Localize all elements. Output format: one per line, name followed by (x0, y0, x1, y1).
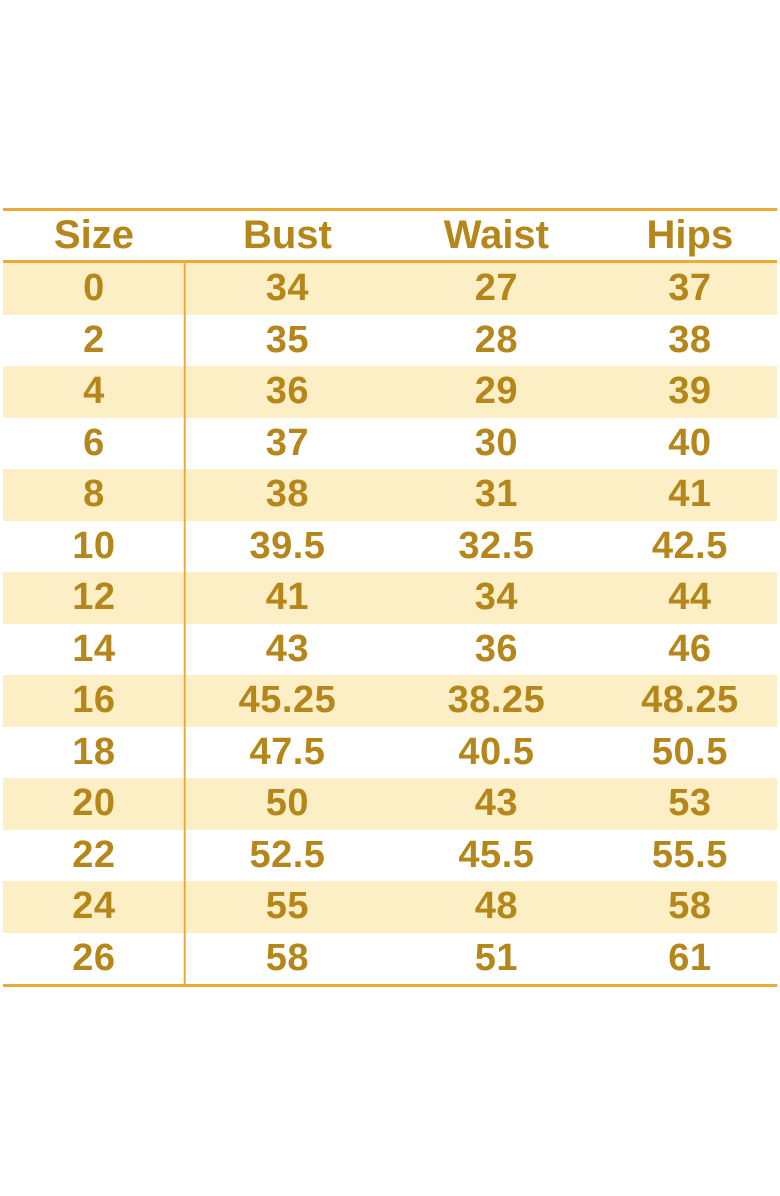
table-row: 12 41 34 44 (3, 572, 777, 624)
table-cell-hips: 53 (668, 782, 712, 825)
table-row: 0 34 27 37 (3, 263, 777, 315)
table-cell-size: 4 (83, 370, 105, 413)
table-cell-waist: 45.5 (458, 833, 535, 876)
table-cell-hips: 42.5 (651, 524, 728, 567)
table-cell-size: 2 (83, 318, 105, 361)
table-cell-bust: 34 (265, 267, 310, 310)
table-cell-waist: 31 (474, 473, 519, 516)
column-header-hips: Hips (646, 213, 734, 257)
table-cell-waist: 38.25 (447, 679, 546, 722)
table-cell-waist: 36 (474, 627, 519, 670)
table-cell-size: 14 (72, 627, 116, 670)
table-cell-size: 24 (72, 885, 116, 928)
table-row: 26 58 51 61 (3, 932, 777, 984)
table-cell-size: 12 (72, 576, 116, 619)
table-cell-hips: 39 (668, 370, 712, 413)
table-cell-bust: 35 (265, 318, 310, 361)
table-cell-bust: 37 (265, 421, 310, 464)
table-cell-hips: 61 (668, 936, 712, 979)
table-cell-hips: 48.25 (641, 679, 739, 722)
table-cell-waist: 32.5 (458, 524, 535, 567)
table-cell-hips: 38 (668, 318, 712, 361)
table-body: 0 34 27 37 2 35 28 38 4 36 29 39 6 37 30 40 8 38 31 41 10 39.… (3, 263, 777, 987)
table-cell-waist: 34 (474, 576, 519, 619)
size-chart-table: Size Bust Waist Hips 0 34 27 37 2 35 28 38 4 36 29… (3, 208, 777, 987)
table-row: 8 38 31 41 (3, 469, 777, 521)
table-row: 14 43 36 46 (3, 623, 777, 675)
table-cell-hips: 46 (668, 627, 712, 670)
column-divider-line (183, 263, 187, 984)
table-cell-waist: 27 (474, 267, 519, 310)
table-cell-waist: 51 (474, 936, 519, 979)
table-cell-hips: 55.5 (651, 833, 728, 876)
table-cell-bust: 41 (265, 576, 310, 619)
table-cell-size: 8 (83, 473, 105, 516)
table-row: 24 55 48 58 (3, 881, 777, 933)
table-row: 20 50 43 53 (3, 778, 777, 830)
table-cell-bust: 58 (265, 936, 310, 979)
table-cell-bust: 43 (265, 627, 310, 670)
column-header-waist: Waist (443, 213, 549, 257)
table-cell-bust: 36 (265, 370, 310, 413)
table-cell-hips: 41 (668, 473, 712, 516)
table-row: 2 35 28 38 (3, 314, 777, 366)
table-cell-size: 18 (72, 730, 116, 773)
table-row: 18 47.5 40.5 50.5 (3, 726, 777, 778)
table-cell-size: 10 (72, 524, 116, 567)
table-cell-bust: 45.25 (238, 679, 337, 722)
table-cell-size: 16 (72, 679, 116, 722)
table-cell-waist: 29 (474, 370, 519, 413)
table-cell-bust: 52.5 (249, 833, 326, 876)
table-row: 4 36 29 39 (3, 366, 777, 418)
table-cell-size: 20 (72, 782, 116, 825)
table-cell-size: 0 (83, 267, 105, 310)
table-cell-waist: 43 (474, 782, 519, 825)
table-cell-bust: 39.5 (249, 524, 326, 567)
table-cell-hips: 37 (668, 267, 712, 310)
table-cell-hips: 58 (668, 885, 712, 928)
table-row: 16 45.25 38.25 48.25 (3, 675, 777, 727)
table-row: 6 37 30 40 (3, 417, 777, 469)
table-cell-waist: 40.5 (458, 730, 535, 773)
table-cell-waist: 28 (474, 318, 519, 361)
table-cell-waist: 48 (474, 885, 519, 928)
table-cell-size: 22 (72, 833, 116, 876)
table-cell-hips: 40 (668, 421, 712, 464)
table-cell-size: 26 (72, 936, 116, 979)
table-row: 10 39.5 32.5 42.5 (3, 520, 777, 572)
table-cell-hips: 50.5 (651, 730, 728, 773)
table-cell-hips: 44 (668, 576, 712, 619)
table-cell-bust: 38 (265, 473, 310, 516)
table-cell-bust: 55 (265, 885, 310, 928)
table-cell-bust: 50 (265, 782, 310, 825)
table-header-row: Size Bust Waist Hips (3, 211, 777, 263)
table-row: 22 52.5 45.5 55.5 (3, 829, 777, 881)
column-header-size: Size (53, 213, 134, 257)
table-cell-bust: 47.5 (249, 730, 326, 773)
table-cell-size: 6 (83, 421, 105, 464)
table-cell-waist: 30 (474, 421, 519, 464)
column-header-bust: Bust (242, 213, 332, 257)
